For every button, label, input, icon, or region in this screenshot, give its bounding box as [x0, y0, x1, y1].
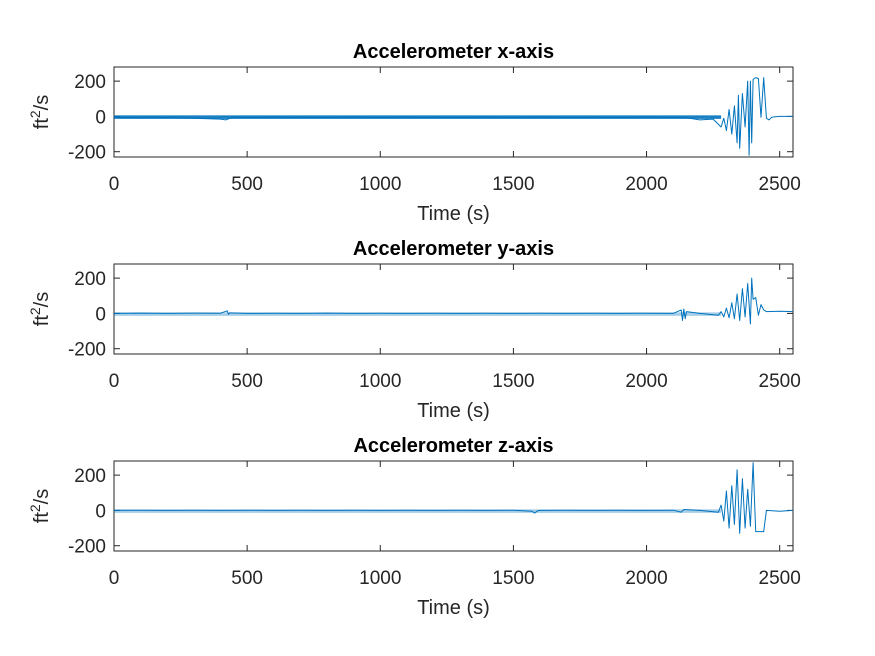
x-axis-label: Time (s) — [417, 400, 490, 422]
y-tick-label: 0 — [95, 304, 106, 325]
axes-box — [113, 66, 794, 158]
y-tick-label: 0 — [95, 107, 106, 128]
x-tick-label: 1500 — [492, 174, 534, 195]
axes-box — [113, 263, 794, 355]
series-line-0 — [114, 277, 793, 325]
y-axis-label-exp: 2 — [27, 504, 43, 512]
y-axis-label-base: ft — [31, 315, 53, 327]
chart-title: Accelerometer y-axis — [353, 238, 554, 260]
y-axis-label-base: ft — [31, 118, 53, 130]
series-line-0 — [114, 462, 793, 534]
y-tick-label: 200 — [74, 466, 106, 487]
x-tick-label: 500 — [231, 174, 263, 195]
y-axis-label: ft2/s — [27, 489, 53, 523]
y-tick-label: -200 — [68, 143, 106, 164]
y-tick-label: -200 — [68, 340, 106, 361]
x-tick-label: 1000 — [359, 371, 401, 392]
series-noise-band — [114, 509, 722, 513]
x-tick-label: 2000 — [625, 568, 667, 589]
x-tick-label: 500 — [231, 371, 263, 392]
y-axis-label: ft2/s — [27, 95, 53, 129]
y-axis-label-exp: 2 — [27, 110, 43, 118]
axes-box — [113, 460, 794, 552]
y-axis-label-tail: /s — [31, 292, 53, 308]
x-tick-label: 2500 — [759, 371, 801, 392]
x-tick-label: 0 — [109, 174, 120, 195]
y-axis-label-tail: /s — [31, 489, 53, 505]
x-tick-label: 1000 — [359, 568, 401, 589]
series-noise-band — [114, 312, 722, 316]
x-tick-label: 2000 — [625, 174, 667, 195]
x-tick-label: 2000 — [625, 371, 667, 392]
x-tick-label: 2500 — [759, 568, 801, 589]
y-axis-label-exp: 2 — [27, 307, 43, 315]
y-axis-label-tail: /s — [31, 95, 53, 111]
x-axis-label: Time (s) — [417, 203, 490, 225]
x-axis-label: Time (s) — [417, 597, 490, 619]
x-tick-label: 1500 — [492, 371, 534, 392]
y-axis-label: ft2/s — [27, 292, 53, 326]
chart-title: Accelerometer x-axis — [353, 41, 554, 63]
x-tick-label: 0 — [109, 568, 120, 589]
series-noise-band — [114, 115, 722, 119]
y-axis-label-base: ft — [31, 512, 53, 524]
x-tick-label: 0 — [109, 371, 120, 392]
x-tick-label: 1500 — [492, 568, 534, 589]
x-tick-label: 2500 — [759, 174, 801, 195]
y-tick-label: -200 — [68, 537, 106, 558]
x-tick-label: 1000 — [359, 174, 401, 195]
y-tick-label: 0 — [95, 501, 106, 522]
x-tick-label: 500 — [231, 568, 263, 589]
y-tick-label: 200 — [74, 269, 106, 290]
y-tick-label: 200 — [74, 72, 106, 93]
chart-title: Accelerometer z-axis — [353, 435, 553, 457]
